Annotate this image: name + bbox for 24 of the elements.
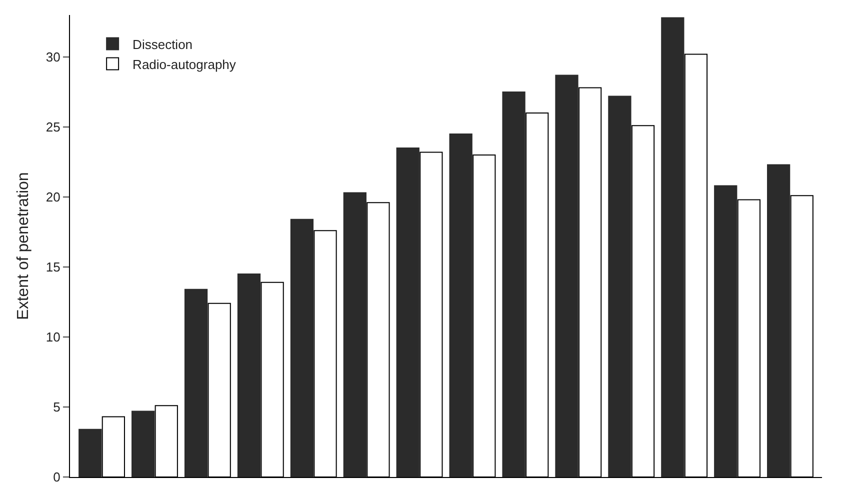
bar <box>132 410 155 477</box>
y-tick-label: 25 <box>46 120 60 135</box>
bar <box>714 185 738 477</box>
bar <box>555 74 578 477</box>
legend-label: Dissection <box>132 36 193 52</box>
y-tick-label: 0 <box>53 470 60 485</box>
bar <box>343 192 366 477</box>
bar <box>767 164 790 477</box>
bar <box>608 96 632 477</box>
y-axis-title: Extent of penetration <box>15 172 32 320</box>
y-tick-label: 5 <box>53 400 60 415</box>
bar <box>78 428 102 477</box>
y-tick-label: 30 <box>46 50 60 65</box>
bar <box>449 134 472 477</box>
y-tick-label: 15 <box>46 260 60 275</box>
bar <box>237 274 261 477</box>
bar <box>396 148 420 477</box>
legend-label: Radio-autography <box>132 56 236 72</box>
y-tick-label: 20 <box>46 190 60 205</box>
bar <box>184 288 208 477</box>
y-tick-label: 10 <box>46 330 60 345</box>
bar <box>661 17 684 477</box>
bar <box>290 218 314 477</box>
bar <box>502 92 526 477</box>
